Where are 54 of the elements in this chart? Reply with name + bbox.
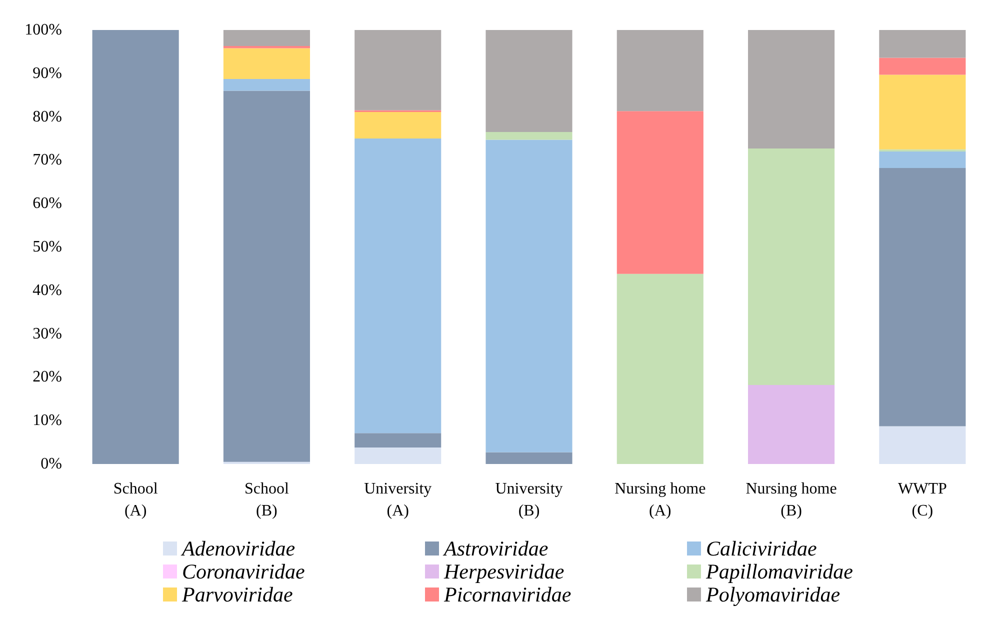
x-tick-label: School (B) bbox=[244, 480, 290, 520]
legend-label: Herpesviridae bbox=[443, 560, 564, 584]
bar bbox=[748, 30, 835, 148]
bar bbox=[616, 111, 704, 274]
x-tick-label: School (A) bbox=[113, 480, 158, 520]
bar bbox=[879, 168, 966, 426]
legend-label: Astroviridae bbox=[442, 536, 548, 560]
x-tick-label: University (A) bbox=[364, 480, 432, 520]
bar bbox=[748, 385, 835, 464]
bar bbox=[616, 274, 704, 464]
bar bbox=[354, 112, 442, 138]
x-tick-label: WWTP (C) bbox=[898, 480, 947, 520]
x-tick-label: Nursing home (A) bbox=[614, 480, 706, 520]
bar bbox=[879, 58, 966, 75]
legend-label: Coronaviridae bbox=[182, 560, 305, 584]
bar bbox=[92, 30, 179, 464]
y-tick-label: 10% bbox=[32, 412, 62, 430]
bar bbox=[223, 90, 310, 462]
legend-label: Parvoviridae bbox=[181, 582, 293, 606]
bar bbox=[354, 30, 442, 110]
y-tick-label: 20% bbox=[32, 368, 62, 386]
legend-label: Papillomaviridae bbox=[705, 560, 853, 584]
legend-label: Polyomaviridae bbox=[705, 582, 840, 606]
y-tick-label: 70% bbox=[32, 152, 62, 169]
bar bbox=[223, 79, 310, 91]
bar bbox=[486, 452, 572, 464]
bar bbox=[354, 433, 442, 448]
legend-label: Adenoviridae bbox=[180, 536, 296, 560]
y-tick-label: 40% bbox=[32, 282, 62, 299]
y-tick-label: 50% bbox=[32, 238, 62, 256]
bar bbox=[616, 30, 704, 112]
x-tick-label: Nursing home (B) bbox=[746, 480, 837, 520]
y-tick-label: 90% bbox=[32, 64, 62, 82]
bar bbox=[879, 149, 966, 152]
bar bbox=[486, 140, 572, 452]
bar bbox=[354, 448, 442, 464]
y-tick-label: 100% bbox=[24, 22, 62, 38]
bar bbox=[879, 30, 966, 58]
bar bbox=[486, 30, 572, 132]
y-tick-label: 60% bbox=[32, 195, 62, 212]
x-tick-label: University (B) bbox=[495, 480, 563, 520]
y-tick-label: 30% bbox=[32, 325, 62, 342]
bar bbox=[748, 148, 835, 386]
bar bbox=[223, 48, 310, 80]
bar bbox=[354, 138, 442, 434]
legend-label: Caliciviridae bbox=[706, 536, 817, 560]
y-tick-label: 80% bbox=[32, 108, 62, 126]
bar bbox=[879, 152, 966, 168]
bar bbox=[486, 132, 572, 140]
legend-label: Picornaviridae bbox=[443, 582, 572, 606]
bar bbox=[223, 30, 310, 46]
y-tick-label: 0% bbox=[40, 456, 62, 472]
bar bbox=[879, 426, 966, 464]
bar bbox=[879, 74, 966, 150]
